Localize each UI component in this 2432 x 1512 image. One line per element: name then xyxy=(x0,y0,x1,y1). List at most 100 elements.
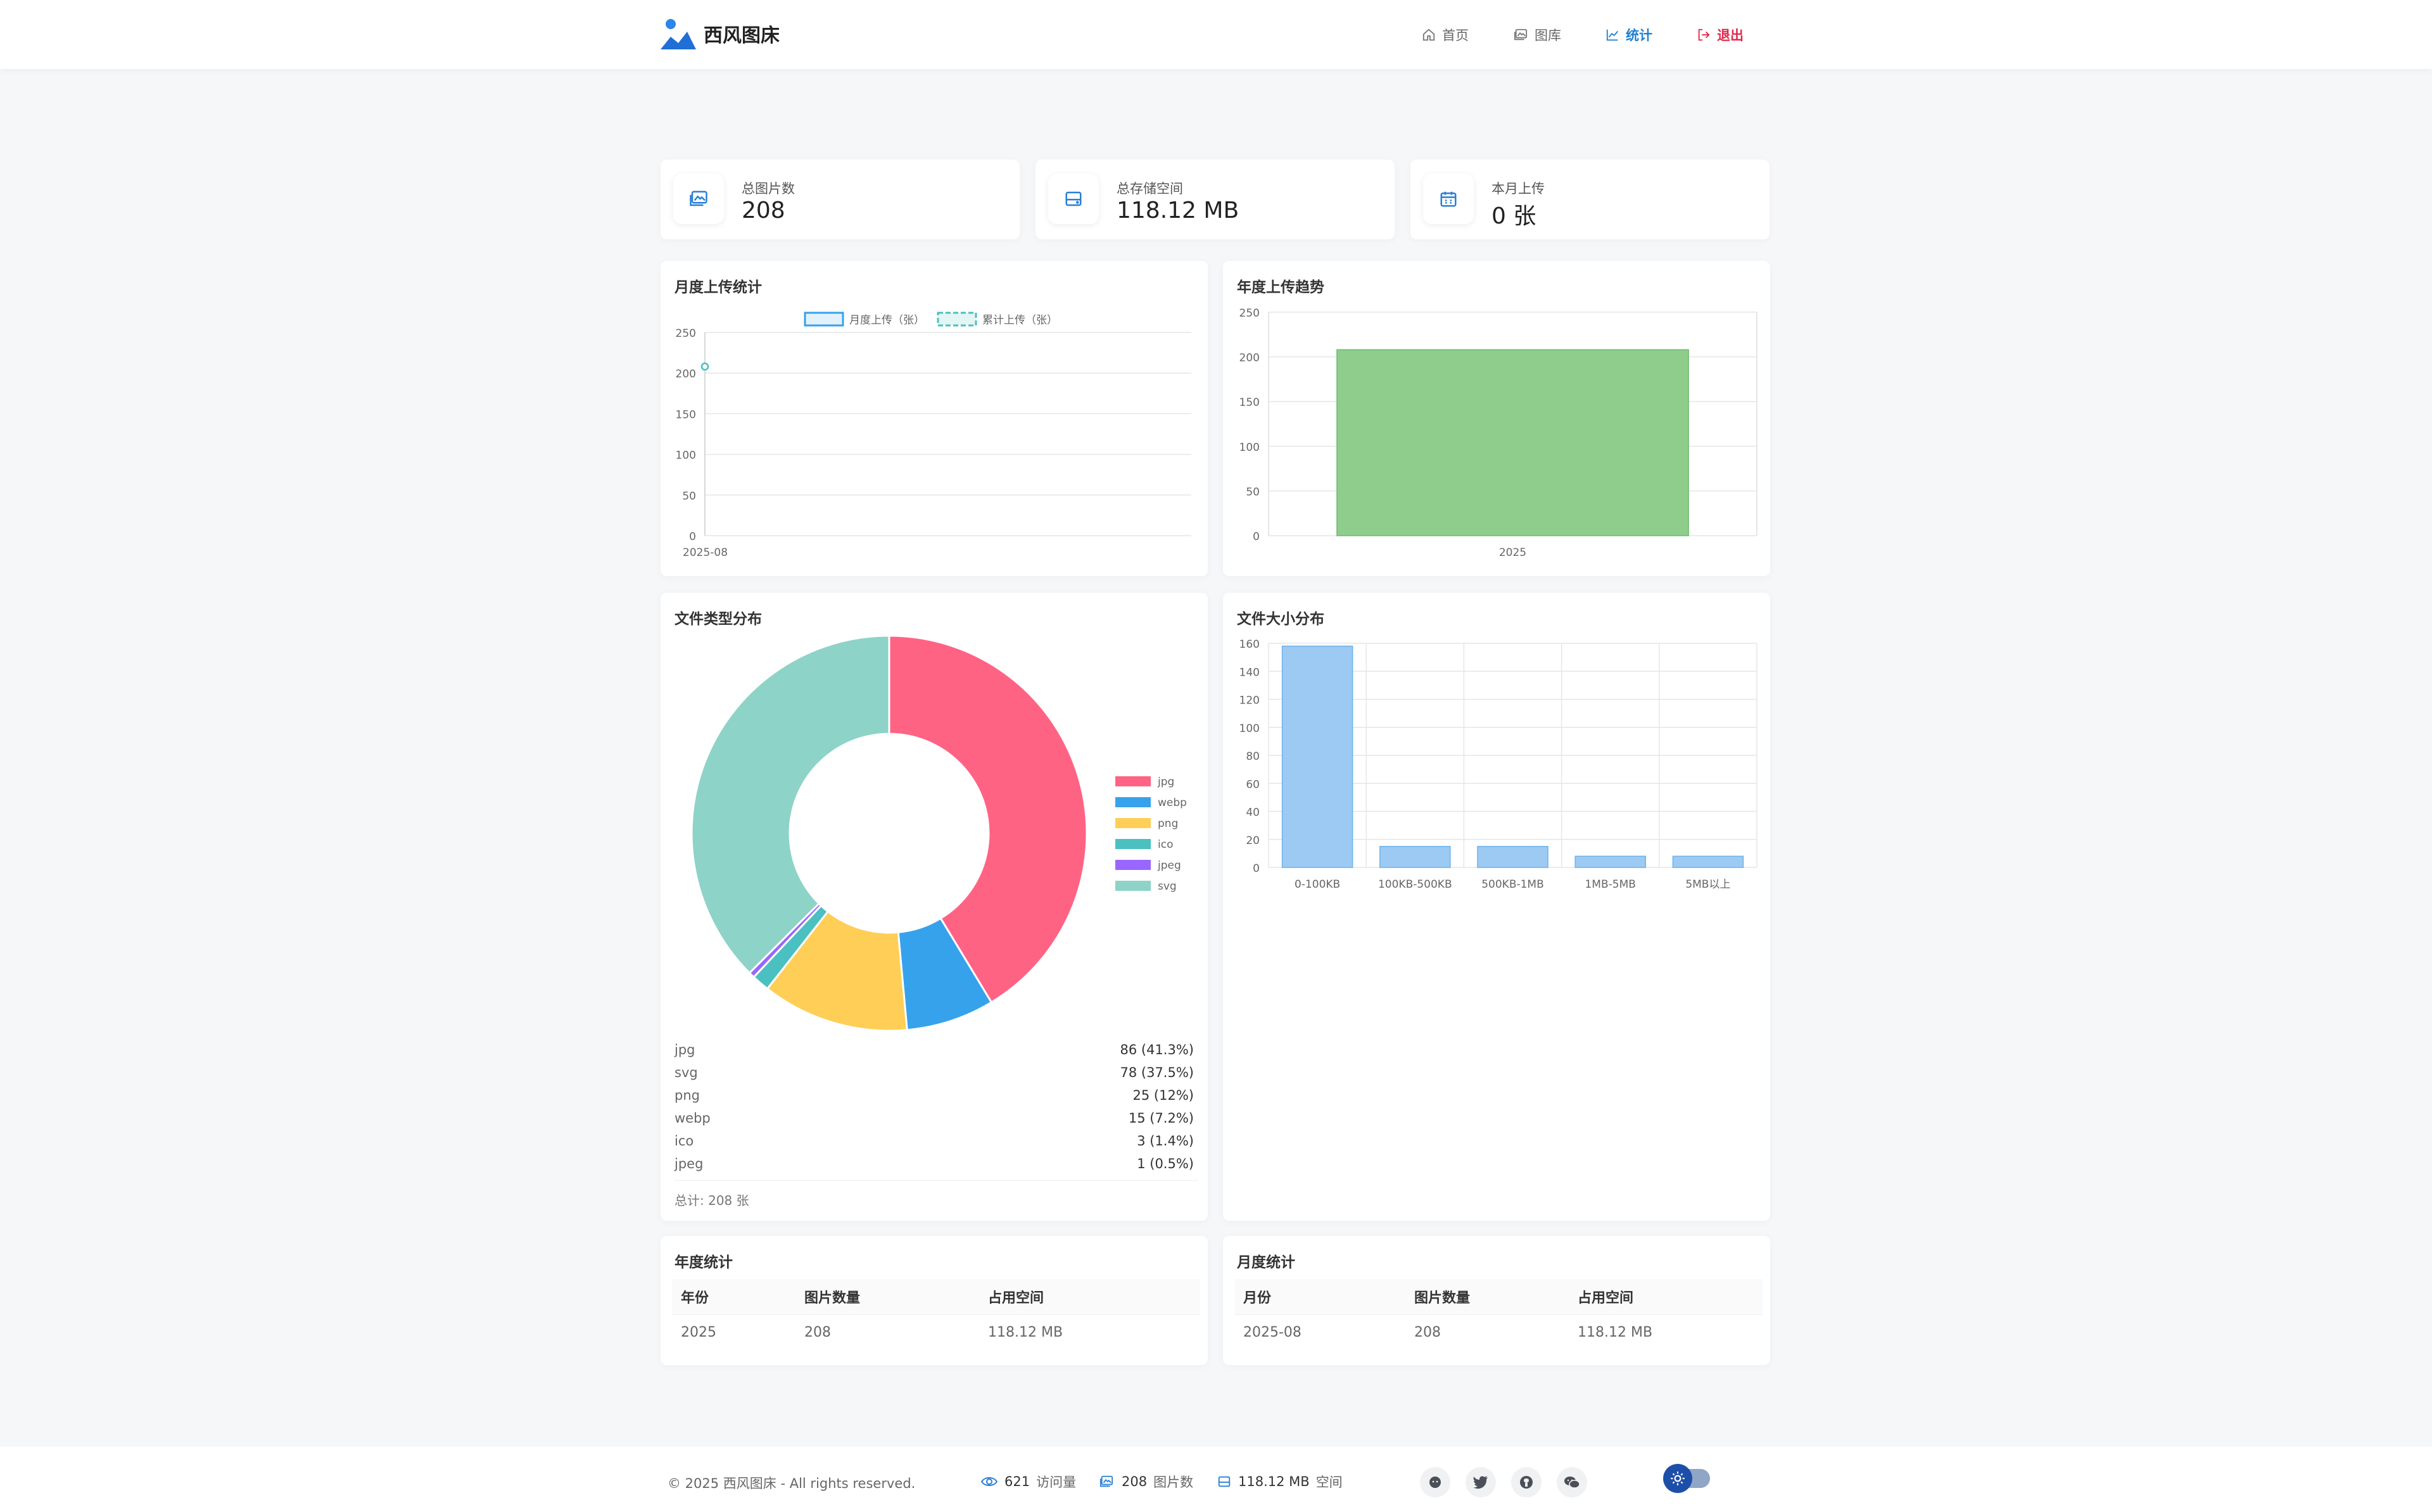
wechat-icon xyxy=(1564,1477,1580,1489)
nav-logout[interactable]: 退出 xyxy=(1697,25,1744,44)
table-header-row: 月份 图片数量 占用空间 xyxy=(1234,1279,1763,1314)
logout-icon xyxy=(1698,28,1710,41)
x-tick-label: 1MB-5MB xyxy=(1585,878,1635,891)
social-link-github[interactable] xyxy=(1511,1467,1542,1497)
legend-label: jpg xyxy=(1157,776,1174,788)
stat-value: 0 张 xyxy=(1492,203,1536,229)
stat-card-total-storage: 总存储空间 118.12 MB xyxy=(1036,160,1395,239)
social-link-chat[interactable] xyxy=(1420,1467,1450,1497)
file-type-donut-chart: jpg webp png ico jpeg svg xyxy=(690,634,1187,1032)
column-header: 占用空间 xyxy=(1569,1279,1763,1314)
nav-home[interactable]: 首页 xyxy=(1422,25,1469,44)
column-header: 图片数量 xyxy=(1405,1279,1569,1314)
stat-label: 总图片数 xyxy=(742,181,795,196)
y-tick-label: 0 xyxy=(1253,862,1260,875)
yearly-stats-card: 年度统计 年份 图片数量 占用空间 2025 208 118.12 MB xyxy=(661,1236,1208,1365)
legend-label: 月度上传（张） xyxy=(849,314,925,327)
column-header: 年份 xyxy=(672,1279,795,1314)
chart-icon xyxy=(1606,29,1618,41)
card-title: 文件类型分布 xyxy=(674,611,762,627)
yearly-trend-card: 年度上传趋势 250 200 150 100 50 0 2025 xyxy=(1223,261,1770,576)
pie-slice xyxy=(888,634,1088,1004)
file-size-card: 文件大小分布 160 140 120 100 80 60 40 20 0 0-100KB 100KB… xyxy=(1223,593,1770,1221)
type-name: jpeg xyxy=(674,1156,704,1171)
table-header-row: 年份 图片数量 占用空间 xyxy=(672,1279,1200,1314)
table-cell: 2025 xyxy=(672,1314,795,1350)
table-cell: 118.12 MB xyxy=(979,1314,1200,1350)
storage-icon xyxy=(1218,1476,1231,1487)
data-point xyxy=(700,362,709,371)
divider xyxy=(674,1180,1198,1181)
y-tick-label: 120 xyxy=(1239,695,1260,707)
theme-toggle[interactable] xyxy=(1663,1464,1710,1493)
table-row: 2025 208 118.12 MB xyxy=(672,1314,1200,1350)
y-tick-label: 150 xyxy=(1239,396,1260,409)
y-tick-label: 140 xyxy=(1239,666,1260,679)
stat-card-monthly-upload: 本月上传 0 张 xyxy=(1410,160,1770,239)
social-link-wechat[interactable] xyxy=(1557,1467,1587,1497)
legend-label: jpeg xyxy=(1157,859,1181,872)
card-title: 年度上传趋势 xyxy=(1237,279,1324,296)
type-list-item: png 25 (12%) xyxy=(674,1088,1194,1103)
images-label: 图片数 xyxy=(1153,1475,1194,1490)
chat-bubble-icon xyxy=(1429,1477,1441,1488)
bar xyxy=(1281,645,1353,868)
monthly-stats-table: 月份 图片数量 占用空间 2025-08 208 118.12 MB xyxy=(1234,1279,1763,1350)
column-header: 图片数量 xyxy=(795,1279,979,1314)
page-footer: © 2025 西风图床 - All rights reserved. 621 访问… xyxy=(0,1447,2432,1512)
stat-value: 208 xyxy=(742,198,785,224)
legend-label: svg xyxy=(1158,880,1177,893)
legend-label: ico xyxy=(1158,838,1173,851)
eye-icon xyxy=(980,1477,998,1486)
footer-images: 208 图片数 xyxy=(1098,1472,1193,1491)
y-tick-label: 100 xyxy=(1239,441,1260,454)
image-icon xyxy=(673,173,724,224)
y-tick-label: 80 xyxy=(1246,750,1260,763)
y-tick-label: 40 xyxy=(1246,807,1260,819)
file-size-chart: 160 140 120 100 80 60 40 20 0 0-100KB 100KB-500KB 5… xyxy=(1239,638,1758,891)
home-icon xyxy=(1422,28,1435,41)
type-count: 78 (37.5%) xyxy=(1120,1065,1194,1080)
space-label: 空间 xyxy=(1315,1475,1343,1490)
y-tick-label: 20 xyxy=(1246,835,1260,847)
yearly-trend-chart: 250 200 150 100 50 0 2025 xyxy=(1239,307,1758,559)
sun-icon xyxy=(1663,1464,1692,1493)
type-name: svg xyxy=(674,1065,698,1080)
y-tick-label: 250 xyxy=(676,327,696,340)
monthly-upload-chart: 250 200 150 100 50 0 2025-08 月度上传（张） 累计上传（张） xyxy=(676,312,1191,559)
table-cell: 2025-08 xyxy=(1234,1314,1405,1350)
site-logo[interactable]: 西风图床 xyxy=(661,18,780,49)
card-title: 月度统计 xyxy=(1237,1254,1295,1271)
github-icon xyxy=(1520,1476,1533,1489)
file-type-card: 文件类型分布 jpg webp png ico jpeg svg jpg 86 (41.3%… xyxy=(661,593,1208,1221)
images-value: 208 xyxy=(1122,1474,1148,1489)
type-count: 1 (0.5%) xyxy=(1137,1156,1194,1171)
nav-stats[interactable]: 统计 xyxy=(1606,25,1652,44)
social-link-twitter[interactable] xyxy=(1466,1467,1496,1497)
y-tick-label: 50 xyxy=(1246,486,1260,498)
y-tick-label: 100 xyxy=(1239,722,1260,735)
nav-home-label: 首页 xyxy=(1442,27,1469,43)
legend-swatch xyxy=(1115,797,1151,807)
y-tick-label: 200 xyxy=(1239,352,1260,365)
storage-icon xyxy=(1048,173,1099,224)
type-name: webp xyxy=(674,1111,711,1126)
bar xyxy=(1336,349,1689,536)
y-tick-label: 100 xyxy=(676,450,696,462)
type-total: 总计: 208 张 xyxy=(674,1193,749,1208)
image-icon xyxy=(1099,1475,1113,1487)
pie-slice xyxy=(766,910,908,1032)
y-tick-label: 0 xyxy=(689,531,696,543)
x-tick-label: 2025-08 xyxy=(683,546,728,559)
y-tick-label: 160 xyxy=(1239,638,1260,651)
column-header: 占用空间 xyxy=(979,1279,1200,1314)
y-tick-label: 250 xyxy=(1239,307,1260,320)
calendar-icon xyxy=(1423,173,1474,224)
footer-visits: 621 访问量 xyxy=(980,1472,1076,1491)
type-name: jpg xyxy=(674,1042,695,1057)
visits-value: 621 xyxy=(1004,1474,1030,1489)
column-header: 月份 xyxy=(1234,1279,1405,1314)
nav-gallery[interactable]: 图库 xyxy=(1513,25,1561,44)
bar xyxy=(1379,846,1451,868)
table-row: 2025-08 208 118.12 MB xyxy=(1234,1314,1763,1350)
